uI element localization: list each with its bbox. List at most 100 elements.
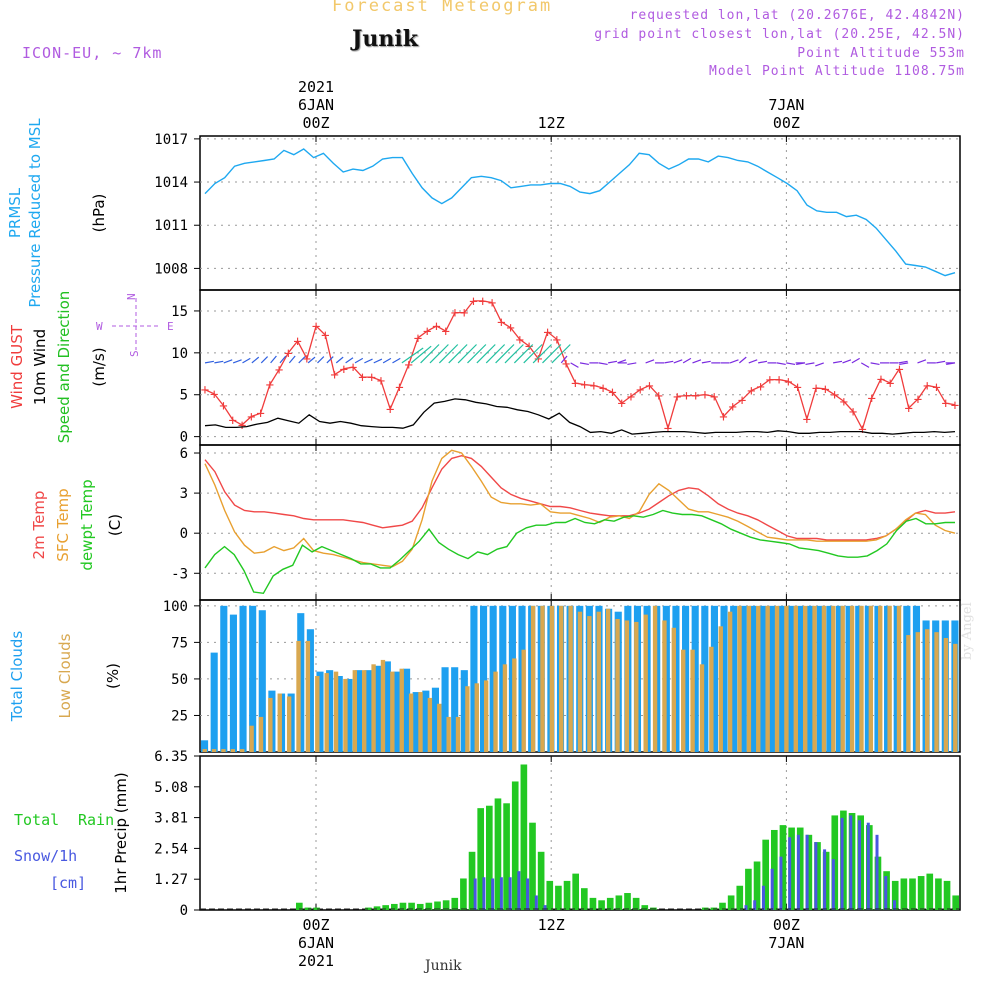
wind-direction-arrow — [364, 358, 373, 364]
snow-bar — [892, 900, 896, 910]
low-cloud-bar — [624, 620, 630, 752]
temp-unit-label: (C) — [106, 514, 124, 536]
y-tick-label: 5.08 — [154, 780, 188, 796]
low-cloud-bar — [596, 611, 601, 752]
pressure-panel: 1008 1011 1014 1017 — [154, 132, 961, 291]
wind-direction-arrow — [627, 362, 637, 366]
gust-marker: + — [293, 334, 301, 350]
rain-bar — [917, 876, 925, 910]
y-tick-label: 15 — [171, 304, 188, 320]
gust-marker: + — [229, 413, 237, 429]
pressure-side-label: PRMSL Pressure Reduced to MSL — [6, 118, 44, 308]
total-cloud-bar — [431, 687, 440, 752]
pressure-line — [204, 148, 956, 277]
y-tick-label: 0 — [180, 430, 188, 446]
total-cloud-bar — [826, 605, 834, 752]
gust-marker: + — [534, 352, 542, 368]
wind-direction-arrow — [279, 355, 287, 364]
low-cloud-bar — [455, 716, 461, 752]
low-cloud-bar — [699, 664, 705, 752]
station-title: Junik — [352, 26, 418, 52]
wind-direction-arrow — [682, 357, 692, 364]
wind-direction-arrow — [373, 358, 383, 364]
gust-marker: + — [692, 389, 700, 405]
low-cloud-bar — [812, 605, 817, 752]
gust-marker: + — [210, 387, 218, 403]
wind-direction-arrow — [354, 357, 364, 364]
total-cloud-bar — [306, 629, 314, 752]
low-cloud-bar — [493, 671, 498, 752]
total-cloud-bar — [807, 605, 815, 752]
low-cloud-bar — [878, 605, 883, 752]
low-cloud-bar — [305, 640, 311, 752]
gust-marker: + — [812, 381, 820, 397]
gust-marker: + — [701, 388, 709, 404]
low-cloud-bar — [427, 697, 433, 752]
total-clouds-side-label: Total Clouds — [8, 631, 26, 723]
wind-speed-line — [204, 398, 956, 435]
low-cloud-bar — [437, 703, 442, 752]
low-cloud-bar — [605, 608, 611, 752]
rain-bar — [624, 893, 631, 910]
gust-marker: + — [793, 380, 801, 396]
wind-direction-arrow — [251, 356, 260, 364]
rain-bar — [511, 781, 519, 910]
gust-marker: + — [367, 370, 375, 386]
wind-direction-arrow — [898, 360, 908, 364]
compass-s: S — [128, 350, 141, 357]
gust-marker: + — [645, 379, 653, 395]
gust-marker: + — [830, 388, 838, 404]
y-tick-label: 100 — [163, 599, 188, 615]
low-cloud-bar — [286, 696, 292, 752]
wind-direction-arrow — [805, 362, 815, 366]
total-cloud-bar — [258, 610, 266, 752]
direction-side-label-line: Speed and Direction — [55, 291, 73, 444]
rain-bar — [416, 903, 424, 910]
low-cloud-bar — [352, 670, 358, 752]
wind-direction-arrow — [204, 360, 214, 364]
gust-marker: + — [775, 373, 783, 389]
snow-bar — [831, 859, 835, 910]
snow-bar — [543, 905, 547, 910]
gust-side-label: Wind GUST — [8, 324, 26, 409]
low-cloud-bar — [765, 605, 770, 752]
low-cloud-bar — [380, 659, 386, 752]
gust-marker: + — [377, 373, 385, 389]
sfc-side-label-line: SFC Temp — [54, 488, 72, 561]
wind-direction-arrow — [223, 359, 233, 364]
low-cloud-bar — [249, 725, 254, 752]
rain-bar — [408, 902, 415, 910]
precip-unit-label-line: 1hr Precip (mm) — [112, 772, 130, 893]
footer-station: Junik — [425, 958, 462, 974]
low-cloud-bar — [681, 649, 686, 752]
requested-coords: requested lon,lat (20.2676E, 42.4842N) — [629, 8, 965, 23]
rain-bar — [468, 851, 476, 910]
wind-direction-arrow — [307, 356, 316, 364]
wind-direction-arrow — [842, 359, 852, 364]
wind-direction-arrow — [645, 359, 655, 364]
compass-w: W — [96, 320, 103, 333]
low-cloud-bar — [559, 605, 564, 752]
bottom-time-label: 12Z — [538, 916, 565, 934]
rain-bar — [745, 868, 752, 910]
low-cloud-bar — [240, 749, 245, 752]
snow-bar — [875, 834, 879, 910]
gust-marker: + — [571, 376, 579, 392]
gust-marker: + — [654, 389, 662, 405]
gust-marker: + — [673, 389, 681, 405]
snow-bar — [788, 837, 792, 910]
y-tick-label: 5 — [180, 388, 188, 404]
gust-marker: + — [608, 385, 616, 401]
rain-bar — [486, 805, 493, 910]
gust-marker: + — [303, 352, 311, 368]
rain-bar — [313, 907, 320, 910]
low-cloud-bar — [615, 619, 620, 752]
total-cloud-bar — [720, 605, 728, 752]
total-clouds-side-label-line: Total Clouds — [8, 631, 26, 723]
low-cloud-bar — [915, 632, 920, 752]
app-title: Forecast Meteogram — [332, 0, 553, 16]
rain-bar — [555, 885, 562, 910]
total-cloud-bar — [229, 614, 237, 752]
wind-direction-arrow — [523, 344, 543, 364]
